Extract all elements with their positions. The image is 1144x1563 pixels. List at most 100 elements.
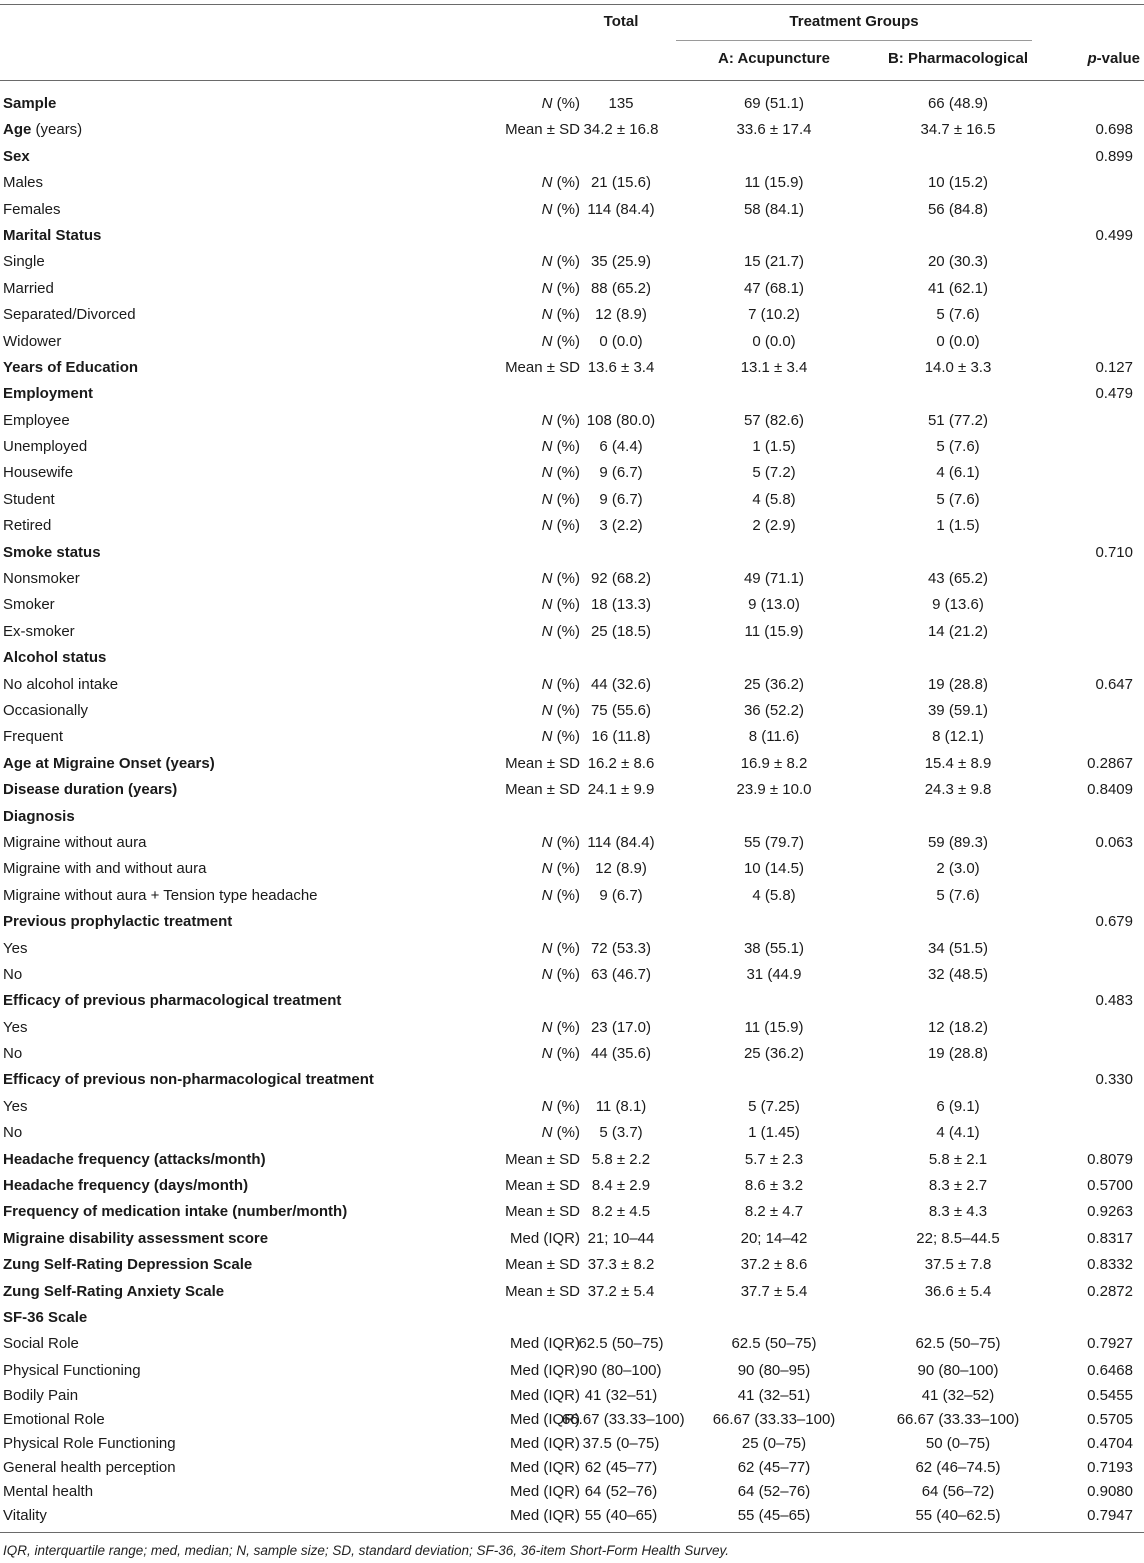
table-row: Physical Functioning Med (IQR) 90 (80–100)… bbox=[0, 1358, 1144, 1384]
table-row: Employment 0.479 bbox=[0, 381, 1144, 407]
row-statistic: N (%) bbox=[400, 197, 580, 223]
stat-n: N bbox=[541, 833, 553, 851]
row-statistic: Mean ± SD bbox=[505, 1256, 580, 1274]
row-statistic: N (%) bbox=[400, 830, 580, 856]
cell-acupuncture: 1 (1.45) bbox=[748, 1124, 800, 1142]
table-row: Diagnosis bbox=[0, 804, 1144, 830]
cell-pharmacological: 19 (28.8) bbox=[927, 675, 989, 693]
cell-pharmacological: 34 (51.5) bbox=[927, 939, 989, 957]
cell-pharmacological: 51 (77.2) bbox=[927, 411, 989, 429]
cell-acupuncture: 5.7 ± 2.3 bbox=[744, 1150, 804, 1168]
row-label-text: Migraine without aura + Tension type hea… bbox=[3, 886, 318, 904]
table-row: No N (%) 44 (35.6) 25 (36.2) 19 (28.8) bbox=[0, 1041, 1144, 1067]
cell-pharmacological: 41 (32–52) bbox=[921, 1387, 995, 1405]
cell-total: 21 (15.6) bbox=[590, 174, 652, 192]
cell-total: 0 (0.0) bbox=[599, 332, 643, 350]
stat-n: N bbox=[541, 965, 553, 983]
cell-pharmacological: 20 (30.3) bbox=[927, 253, 989, 271]
cell-total: 62 (45–77) bbox=[584, 1459, 658, 1477]
cell-total: 44 (35.6) bbox=[590, 1045, 652, 1063]
cell-pvalue: 0.127 bbox=[1095, 358, 1133, 376]
cell-pvalue: 0.9263 bbox=[1087, 1203, 1133, 1221]
cell-total: 21; 10–44 bbox=[587, 1229, 655, 1247]
cell-acupuncture: 69 (51.1) bbox=[743, 95, 805, 112]
row-statistic: N (%) bbox=[400, 1094, 580, 1120]
row-label: Efficacy of previous pharmacological tre… bbox=[3, 988, 341, 1014]
stat-n: N bbox=[541, 939, 553, 957]
cell-pharmacological: 50 (0–75) bbox=[925, 1435, 991, 1453]
cell-total: 62.5 (50–75) bbox=[578, 1335, 664, 1353]
row-label-text: Years of Education bbox=[3, 358, 139, 376]
cell-pharmacological: 12 (18.2) bbox=[927, 1018, 989, 1036]
cell-pvalue: 0.899 bbox=[1095, 147, 1133, 165]
row-label: Efficacy of previous non-pharmacological… bbox=[3, 1067, 374, 1093]
table-row: Efficacy of previous pharmacological tre… bbox=[0, 988, 1144, 1014]
header-group-b: B: Pharmacological bbox=[887, 50, 1029, 67]
cell-total: 44 (32.6) bbox=[590, 675, 652, 693]
row-label: No alcohol intake bbox=[3, 672, 118, 698]
row-label-text: Males bbox=[3, 174, 44, 192]
row-label: Married bbox=[3, 276, 54, 302]
stat-n: N bbox=[541, 728, 553, 746]
row-label: Age (years) bbox=[3, 117, 82, 143]
row-label-text: Frequency of medication intake (number/m… bbox=[3, 1203, 348, 1221]
cell-pvalue: 0.4704 bbox=[1087, 1435, 1133, 1453]
cell-pharmacological: 15.4 ± 8.9 bbox=[924, 754, 992, 772]
row-statistic: N (%) bbox=[400, 170, 580, 196]
cell-acupuncture: 11 (15.9) bbox=[744, 1018, 804, 1036]
row-label: Physical Role Functioning bbox=[3, 1432, 176, 1456]
row-label: Males bbox=[3, 170, 43, 196]
cell-acupuncture: 23.9 ± 10.0 bbox=[736, 781, 812, 799]
stat-n: N bbox=[541, 95, 553, 112]
cell-total: 55 (40–65) bbox=[584, 1507, 658, 1525]
row-label-text: Single bbox=[3, 253, 45, 271]
row-label: Widower bbox=[3, 329, 61, 355]
stat-n: N bbox=[541, 701, 553, 719]
row-label-text: Mental health bbox=[3, 1483, 94, 1501]
cell-pharmacological: 5 (7.6) bbox=[936, 306, 980, 324]
header-pvalue-italic: p bbox=[1087, 50, 1097, 67]
cell-total: 90 (80–100) bbox=[580, 1361, 662, 1379]
row-label-text: Efficacy of previous pharmacological tre… bbox=[3, 992, 342, 1010]
cell-total: 63 (46.7) bbox=[590, 965, 652, 983]
row-label: Smoke status bbox=[3, 540, 101, 566]
group-rule bbox=[676, 40, 1032, 41]
cell-pharmacological: 59 (89.3) bbox=[927, 833, 989, 851]
stat-n: N bbox=[541, 860, 553, 878]
row-label: Physical Functioning bbox=[3, 1358, 141, 1384]
table-row: Migraine disability assessment score Med … bbox=[0, 1226, 1144, 1252]
row-statistic: Med (IQR) bbox=[509, 1459, 580, 1477]
row-label-text: Physical Functioning bbox=[3, 1361, 141, 1379]
row-statistic: Med (IQR) bbox=[509, 1507, 580, 1525]
row-statistic: Mean ± SD bbox=[505, 754, 580, 772]
cell-total: 23 (17.0) bbox=[590, 1018, 652, 1036]
row-label-text: Retired bbox=[3, 517, 52, 535]
row-label: Yes bbox=[3, 1094, 27, 1120]
row-label: Headache frequency (days/month) bbox=[3, 1173, 248, 1199]
stat-percent: (%) bbox=[552, 965, 580, 983]
row-label: Bodily Pain bbox=[3, 1384, 78, 1408]
cell-acupuncture: 25 (36.2) bbox=[743, 1045, 805, 1063]
row-statistic: N (%) bbox=[400, 962, 580, 988]
stat-n: N bbox=[541, 306, 553, 324]
table-row: Bodily Pain Med (IQR) 41 (32–51) 41 (32–51)… bbox=[0, 1384, 1144, 1408]
cell-pvalue: 0.6468 bbox=[1087, 1361, 1133, 1379]
row-label-text: Migraine with and without aura bbox=[3, 860, 207, 878]
row-label: Age at Migraine Onset (years) bbox=[3, 751, 215, 777]
row-statistic: Med (IQR) bbox=[509, 1361, 580, 1379]
cell-total: 16.2 ± 8.6 bbox=[587, 754, 655, 772]
table-row: Housewife N (%) 9 (6.7) 5 (7.2) 4 (6.1) bbox=[0, 460, 1144, 486]
row-statistic: N (%) bbox=[400, 460, 580, 486]
cell-pvalue: 0.063 bbox=[1095, 833, 1133, 851]
row-label-text: Females bbox=[3, 200, 61, 218]
cell-pharmacological: 34.7 ± 16.5 bbox=[920, 121, 996, 139]
cell-total: 13.6 ± 3.4 bbox=[587, 358, 655, 376]
cell-acupuncture: 55 (79.7) bbox=[743, 833, 805, 851]
stat-percent: (%) bbox=[552, 411, 580, 429]
cell-acupuncture: 2 (2.9) bbox=[752, 517, 796, 535]
table-row: Headache frequency (attacks/month) Mean ±… bbox=[0, 1147, 1144, 1173]
stat-n: N bbox=[541, 1097, 553, 1115]
cell-acupuncture: 7 (10.2) bbox=[748, 306, 800, 324]
cell-acupuncture: 13.1 ± 3.4 bbox=[740, 358, 808, 376]
stat-n: N bbox=[541, 279, 553, 297]
